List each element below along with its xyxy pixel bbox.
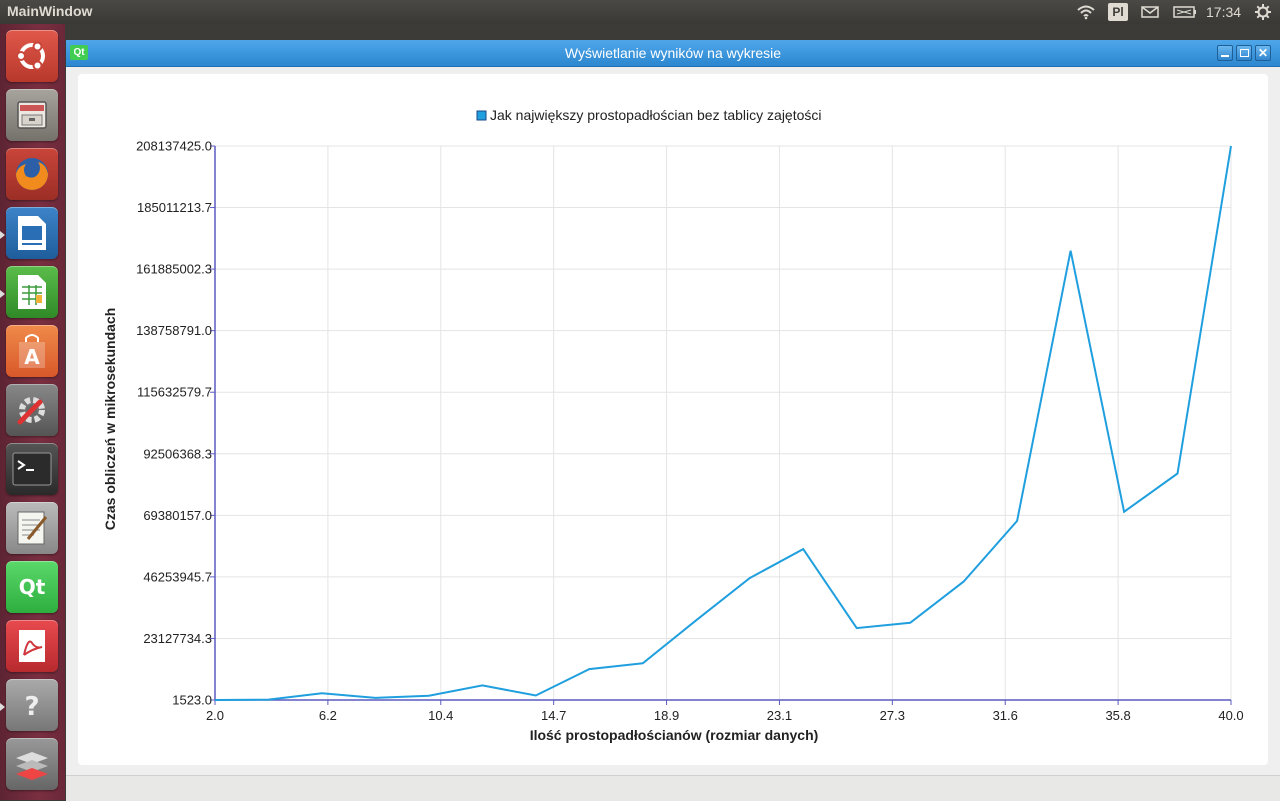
launcher-item-firefox[interactable] — [6, 148, 58, 200]
question-mark-icon: ? — [24, 692, 39, 722]
legend-swatch — [476, 110, 487, 121]
x-tick-label: 31.6 — [993, 708, 1018, 723]
top-panel: MainWindow Pl 17:34 — [0, 0, 1280, 24]
x-tick-label: 14.7 — [541, 708, 566, 723]
launcher-item-workspace-switcher[interactable] — [6, 738, 58, 790]
status-bar — [66, 775, 1280, 801]
notepad-icon — [17, 511, 48, 545]
y-tick-label: 161885002.3 — [136, 262, 212, 277]
battery-icon[interactable] — [1172, 3, 1198, 21]
restore-icon — [1239, 49, 1249, 57]
launcher-item-qt-creator[interactable]: Qt — [6, 561, 58, 613]
x-tick-label: 10.4 — [428, 708, 453, 723]
x-tick-label: 23.1 — [767, 708, 792, 723]
y-tick-label: 1523.0 — [172, 693, 212, 708]
chart-view[interactable]: 2.0 6.2 10.4 14.7 18.9 23.1 27.3 31.6 35.8 40.0 1… — [78, 74, 1268, 765]
launcher-item-terminal[interactable] — [6, 443, 58, 495]
launcher-item-calc[interactable] — [6, 266, 58, 318]
y-tick-label: 46253945.7 — [143, 569, 212, 584]
launcher-item-files[interactable] — [6, 89, 58, 141]
main-window: Qt Wyświetlanie wyników na wykresie ✕ 2.… — [66, 40, 1280, 801]
power-gear-icon[interactable] — [1252, 3, 1274, 21]
legend-label: Jak największy prostopadłościan bez tabl… — [490, 107, 822, 123]
launcher-item-impress[interactable] — [6, 207, 58, 259]
stack-icon — [16, 752, 48, 780]
gear-wrench-icon — [17, 397, 45, 425]
x-axis-label: Ilość prostopadłościanów (rozmiar danych… — [530, 727, 819, 743]
minimize-button[interactable] — [1217, 45, 1233, 61]
svg-text:A: A — [24, 345, 40, 369]
window-titlebar[interactable]: Qt Wyświetlanie wyników na wykresie ✕ — [66, 40, 1280, 67]
x-tick-label: 40.0 — [1218, 708, 1243, 723]
launcher-item-ubuntu-dash[interactable] — [6, 30, 58, 82]
close-button[interactable]: ✕ — [1255, 45, 1271, 61]
line-chart: 2.0 6.2 10.4 14.7 18.9 23.1 27.3 31.6 35.8 40.0 1… — [102, 107, 1244, 743]
y-axis-label: Czas obliczeń w mikrosekundach — [102, 308, 118, 531]
wifi-icon[interactable] — [1074, 3, 1098, 21]
presentation-icon — [18, 216, 46, 250]
window-title: Wyświetlanie wyników na wykresie — [564, 45, 782, 61]
y-tick-label: 115632579.7 — [137, 385, 212, 400]
file-cabinet-icon — [17, 101, 47, 129]
x-axis-ticks: 2.0 6.2 10.4 14.7 18.9 23.1 27.3 31.6 35.8 40.0 — [206, 700, 1244, 723]
launcher-item-system-settings[interactable] — [6, 384, 58, 436]
y-axis-ticks: 1523.0 23127734.3 46253945.7 69380157.0 9250… — [136, 139, 215, 708]
y-tick-label: 208137425.0 — [136, 139, 212, 154]
minimize-icon — [1221, 55, 1229, 57]
launcher: A Qt ? — [0, 24, 65, 800]
svg-text:?: ? — [24, 692, 39, 722]
clock[interactable]: 17:34 — [1206, 4, 1242, 20]
x-tick-label: 27.3 — [880, 708, 905, 723]
qt-app-icon: Qt — [70, 45, 88, 60]
series-line — [214, 145, 1232, 701]
spreadsheet-icon — [18, 275, 46, 309]
ubuntu-logo-icon — [16, 41, 45, 71]
firefox-icon — [16, 158, 48, 190]
terminal-icon — [12, 452, 52, 486]
launcher-item-pdf-viewer[interactable] — [6, 620, 58, 672]
close-icon: ✕ — [1257, 46, 1269, 60]
x-tick-label: 35.8 — [1105, 708, 1130, 723]
x-tick-label: 18.9 — [654, 708, 679, 723]
launcher-item-help[interactable]: ? — [6, 679, 58, 731]
mail-icon[interactable] — [1140, 3, 1160, 21]
y-tick-label: 185011213.7 — [137, 200, 212, 215]
maximize-button[interactable] — [1236, 45, 1252, 61]
svg-text:Qt: Qt — [19, 575, 46, 599]
y-tick-label: 23127734.3 — [143, 631, 212, 646]
y-tick-label: 92506368.3 — [143, 446, 212, 461]
app-menu-title[interactable]: MainWindow — [7, 3, 93, 19]
chart-grid — [214, 145, 1232, 701]
x-tick-label: 6.2 — [319, 708, 337, 723]
launcher-item-text-editor[interactable] — [6, 502, 58, 554]
keyboard-layout-indicator[interactable]: Pl — [1108, 3, 1128, 21]
y-tick-label: 69380157.0 — [143, 508, 212, 523]
y-tick-label: 138758791.0 — [136, 323, 212, 338]
shopping-bag-icon: A — [19, 334, 45, 369]
qt-icon: Qt — [19, 575, 46, 599]
x-tick-label: 2.0 — [206, 708, 224, 723]
pdf-icon — [19, 630, 45, 662]
chart-legend[interactable]: Jak największy prostopadłościan bez tabl… — [476, 107, 822, 123]
launcher-item-software-center[interactable]: A — [6, 325, 58, 377]
